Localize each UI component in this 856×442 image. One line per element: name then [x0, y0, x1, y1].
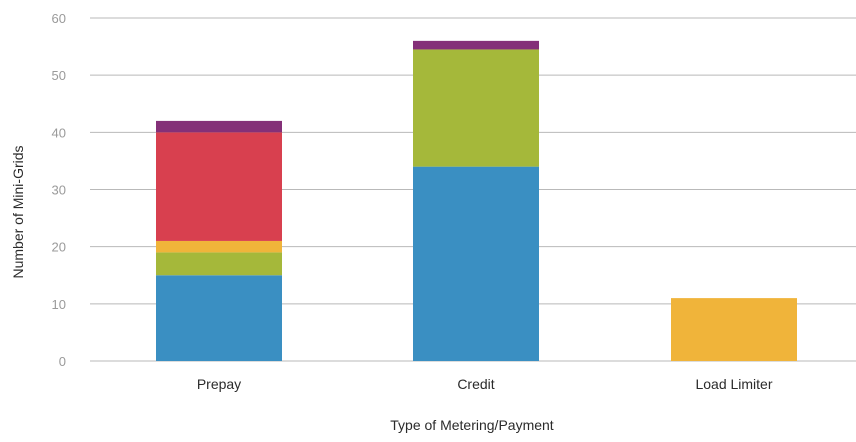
y-axis-ticks: 0 10 20 30 40 50 60	[52, 11, 66, 369]
y-tick-label: 0	[59, 354, 66, 369]
y-tick-label: 10	[52, 297, 66, 312]
bar-segment-credit-1	[413, 166, 539, 361]
bar-segment-load-limiter-3	[671, 298, 797, 361]
bar-segment-credit-2	[413, 49, 539, 167]
bar-segment-prepay-2	[156, 252, 282, 276]
bar-segment-prepay-4	[156, 132, 282, 241]
x-tick-label: Credit	[457, 376, 494, 392]
x-tick-label: Prepay	[197, 376, 241, 392]
bar-segment-credit-5	[413, 40, 539, 50]
bar-segment-prepay-5	[156, 120, 282, 133]
y-tick-label: 60	[52, 11, 66, 26]
y-axis-title: Number of Mini-Grids	[10, 145, 26, 278]
y-tick-label: 30	[52, 183, 66, 198]
x-tick-label: Load Limiter	[695, 376, 772, 392]
y-tick-label: 50	[52, 68, 66, 83]
bar-segment-prepay-1	[156, 275, 282, 361]
x-axis-ticks: Prepay Credit Load Limiter	[197, 376, 773, 392]
y-tick-label: 20	[52, 240, 66, 255]
bar-segment-prepay-3	[156, 240, 282, 253]
x-axis-title: Type of Metering/Payment	[390, 417, 554, 433]
bars	[156, 40, 797, 361]
y-tick-label: 40	[52, 125, 66, 140]
